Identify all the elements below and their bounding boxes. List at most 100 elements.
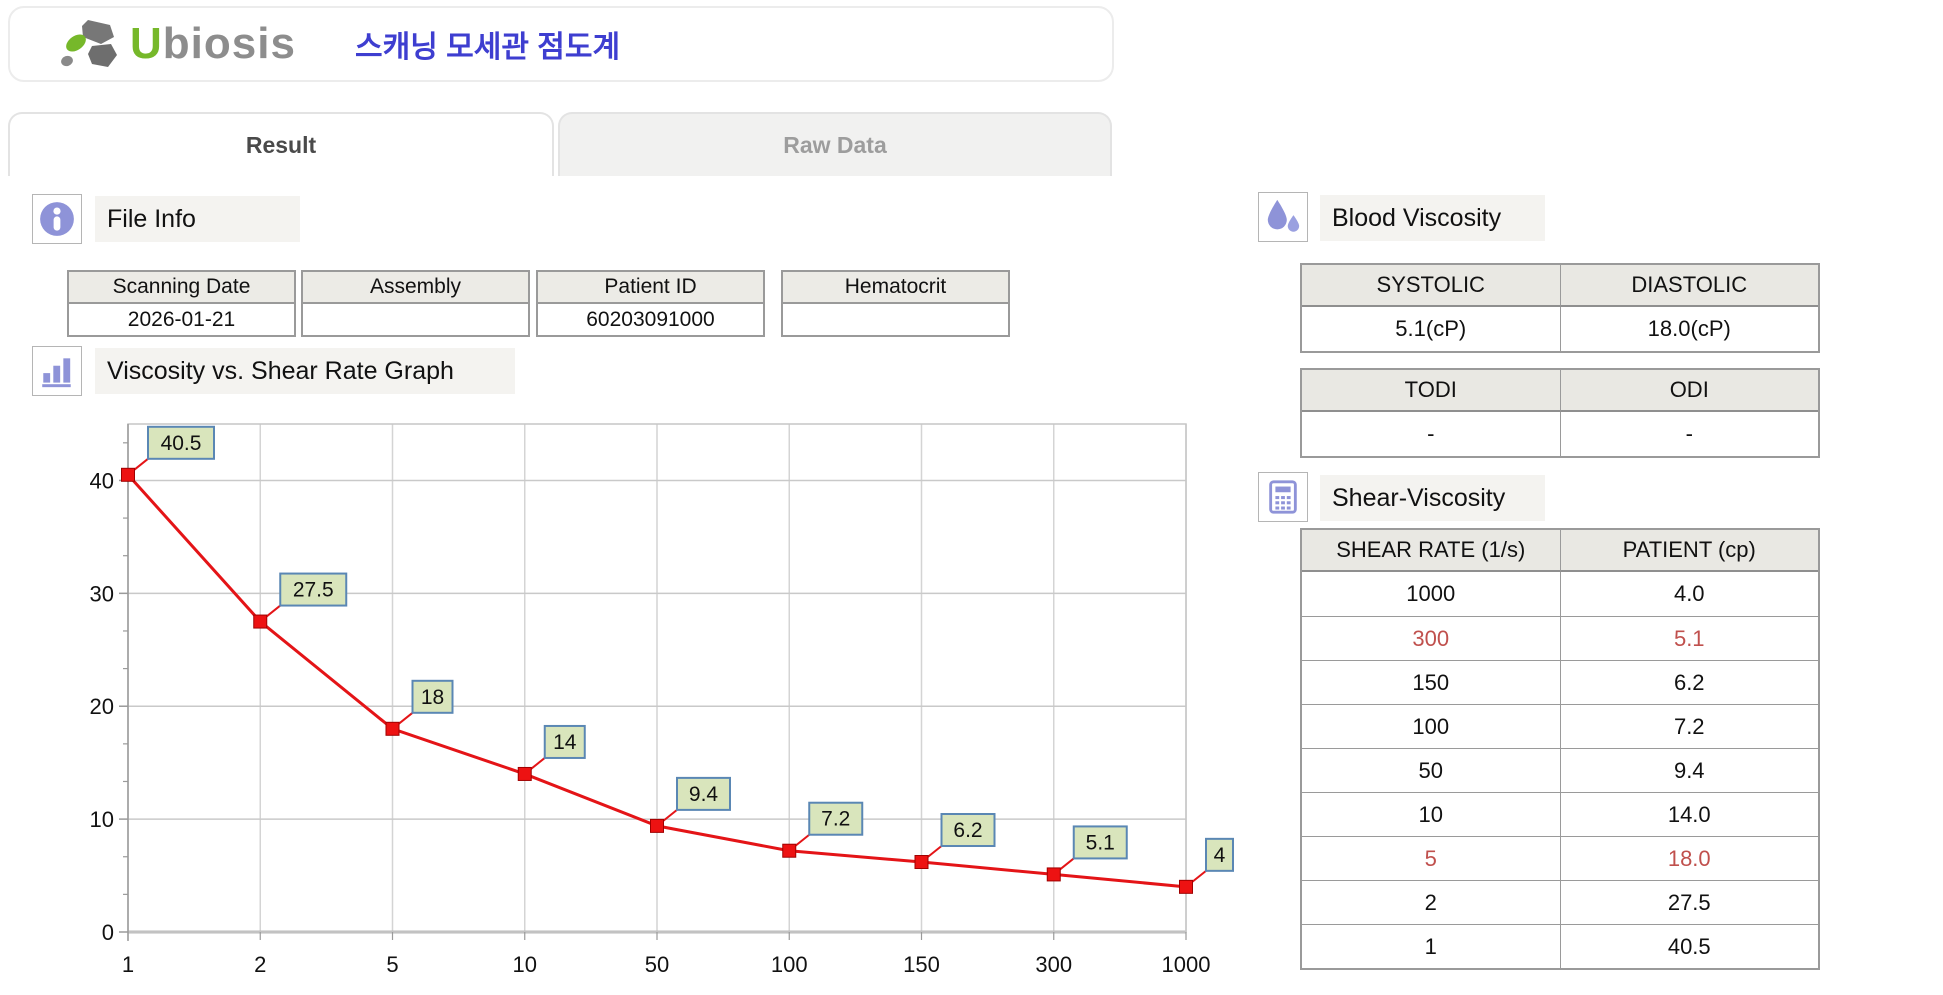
shear-table-row-5: 5 18.0 xyxy=(1302,836,1818,880)
tab-raw-data-label: Raw Data xyxy=(783,131,887,158)
svg-text:1: 1 xyxy=(122,952,134,977)
diastolic-header: DIASTOLIC xyxy=(1559,265,1818,307)
svg-text:40.5: 40.5 xyxy=(161,432,202,455)
file-info-hematocrit: Hematocrit xyxy=(781,270,1010,337)
patient-viscosity-cell: 14.0 xyxy=(1559,792,1818,836)
svg-text:14: 14 xyxy=(553,731,577,754)
patient-viscosity-cell: 18.0 xyxy=(1559,836,1818,880)
svg-text:7.2: 7.2 xyxy=(821,808,850,831)
todi-header: TODI xyxy=(1302,370,1560,412)
svg-text:300: 300 xyxy=(1035,952,1072,977)
header-card: Ubiosis 스캐닝 모세관 점도계 xyxy=(8,6,1114,82)
todi-value: - xyxy=(1302,412,1560,456)
patient-viscosity-cell: 5.1 xyxy=(1559,616,1818,660)
blood-viscosity-icon-box xyxy=(1258,192,1308,242)
svg-text:6.2: 6.2 xyxy=(953,819,982,842)
file-info-patient-id: Patient ID 60203091000 xyxy=(536,270,765,337)
assembly-value xyxy=(303,304,528,335)
svg-text:2: 2 xyxy=(254,952,266,977)
viscosity-chart: 40.5 27.5 18 14 9.4 7.2 6.2 5.1 4 0 10 20 30 40 1 2 5 10 5… xyxy=(40,402,1240,995)
shear-rate-cell: 2 xyxy=(1302,880,1560,924)
calculator-icon xyxy=(1269,480,1297,514)
shear-rate-header: SHEAR RATE (1/s) xyxy=(1302,530,1560,572)
ubiosis-logo: Ubiosis xyxy=(58,18,296,70)
file-info-assembly: Assembly xyxy=(301,270,530,337)
patient-id-value: 60203091000 xyxy=(538,304,763,335)
svg-text:10: 10 xyxy=(513,952,537,977)
svg-text:10: 10 xyxy=(90,807,114,832)
svg-text:27.5: 27.5 xyxy=(293,579,334,602)
diastolic-value: 18.0(cP) xyxy=(1559,307,1818,351)
svg-text:40: 40 xyxy=(90,468,114,493)
shear-table-row-150: 150 6.2 xyxy=(1302,660,1818,704)
shear-rate-cell: 100 xyxy=(1302,704,1560,748)
shear-table-row-1000: 1000 4.0 xyxy=(1302,572,1818,616)
todi-odi-table: TODI ODI - - xyxy=(1300,368,1820,458)
file-info-section-title: File Info xyxy=(95,196,300,242)
patient-header: PATIENT (cp) xyxy=(1559,530,1818,572)
shear-viscosity-section-title: Shear-Viscosity xyxy=(1320,475,1545,521)
patient-viscosity-cell: 27.5 xyxy=(1559,880,1818,924)
blood-viscosity-table-values: 5.1(cP) 18.0(cP) xyxy=(1302,307,1818,351)
graph-section-title: Viscosity vs. Shear Rate Graph xyxy=(95,348,515,394)
shear-rate-cell: 150 xyxy=(1302,660,1560,704)
systolic-value: 5.1(cP) xyxy=(1302,307,1560,351)
brand-u: U xyxy=(130,19,163,68)
svg-text:1000: 1000 xyxy=(1162,952,1211,977)
patient-viscosity-cell: 7.2 xyxy=(1559,704,1818,748)
app-title-korean: 스캐닝 모세관 점도계 xyxy=(355,31,621,64)
file-info-icon-box xyxy=(32,194,82,244)
patient-viscosity-cell: 9.4 xyxy=(1559,748,1818,792)
shear-rate-cell: 300 xyxy=(1302,616,1560,660)
shear-rate-cell: 1 xyxy=(1302,924,1560,968)
blood-drops-icon xyxy=(1267,199,1300,232)
blood-viscosity-section-title: Blood Viscosity xyxy=(1320,195,1545,241)
svg-text:30: 30 xyxy=(90,581,114,606)
tab-result-label: Result xyxy=(245,131,317,158)
hematocrit-value xyxy=(783,304,1008,335)
shear-viscosity-table-body: 1000 4.0 300 5.1 150 6.2 100 7.2 50 9.4 10 14.0 5 18.… xyxy=(1302,572,1818,968)
shear-table-row-10: 10 14.0 xyxy=(1302,792,1818,836)
assembly-label: Assembly xyxy=(303,272,528,304)
shear-table-row-2: 2 27.5 xyxy=(1302,880,1818,924)
scanning-date-label: Scanning Date xyxy=(69,272,294,304)
shear-viscosity-table-header: SHEAR RATE (1/s) PATIENT (cp) xyxy=(1302,530,1818,572)
shear-rate-cell: 50 xyxy=(1302,748,1560,792)
file-info-scanning-date: Scanning Date 2026-01-21 xyxy=(67,270,296,337)
svg-text:5.1: 5.1 xyxy=(1086,831,1115,854)
svg-text:9.4: 9.4 xyxy=(689,783,719,806)
brand-wordmark: Ubiosis xyxy=(130,18,296,70)
tab-raw-data[interactable]: Raw Data xyxy=(558,112,1112,176)
graph-icon-box xyxy=(32,346,82,396)
svg-text:100: 100 xyxy=(771,952,808,977)
shear-table-row-1: 1 40.5 xyxy=(1302,924,1818,968)
svg-text:150: 150 xyxy=(903,952,940,977)
shear-viscosity-table: SHEAR RATE (1/s) PATIENT (cp) 1000 4.0 300… xyxy=(1300,528,1820,970)
info-icon xyxy=(40,202,74,236)
shear-table-row-100: 100 7.2 xyxy=(1302,704,1818,748)
shear-table-row-300: 300 5.1 xyxy=(1302,616,1818,660)
brand-rest: biosis xyxy=(162,19,296,68)
todi-odi-table-values: - - xyxy=(1302,412,1818,456)
odi-header: ODI xyxy=(1559,370,1818,412)
svg-text:4: 4 xyxy=(1214,844,1226,867)
svg-text:5: 5 xyxy=(386,952,398,977)
shear-rate-cell: 1000 xyxy=(1302,572,1560,616)
patient-viscosity-cell: 6.2 xyxy=(1559,660,1818,704)
todi-odi-table-header: TODI ODI xyxy=(1302,370,1818,412)
patient-viscosity-cell: 4.0 xyxy=(1559,572,1818,616)
bar-chart-icon xyxy=(42,358,71,388)
svg-text:20: 20 xyxy=(90,694,114,719)
systolic-header: SYSTOLIC xyxy=(1302,265,1560,307)
blood-viscosity-table-header: SYSTOLIC DIASTOLIC xyxy=(1302,265,1818,307)
svg-text:50: 50 xyxy=(645,952,669,977)
svg-text:0: 0 xyxy=(102,920,114,945)
patient-id-label: Patient ID xyxy=(538,272,763,304)
tab-result[interactable]: Result xyxy=(8,112,554,176)
odi-value: - xyxy=(1559,412,1818,456)
shear-rate-cell: 10 xyxy=(1302,792,1560,836)
shear-rate-cell: 5 xyxy=(1302,836,1560,880)
patient-viscosity-cell: 40.5 xyxy=(1559,924,1818,968)
